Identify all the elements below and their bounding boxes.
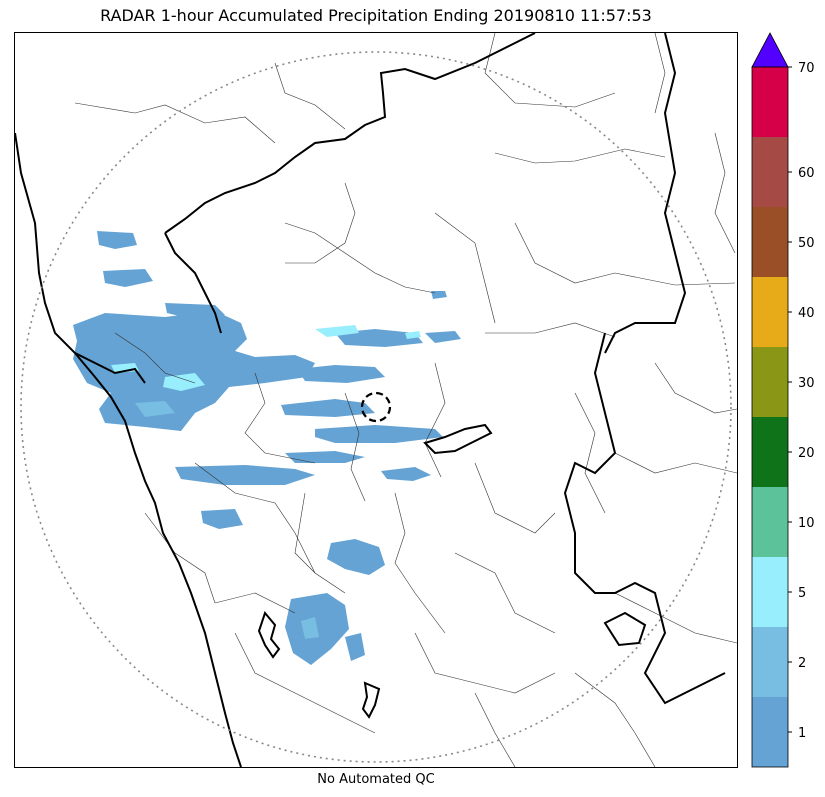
radar-range-ring [20,51,732,763]
pondicherry-enclave [603,611,647,647]
district-boundaries [74,33,737,767]
kerala-enclave-2 [361,681,381,719]
colorbar-tick-label: 2 [798,656,806,671]
echo-north-central [335,329,423,347]
colorbar-extend-arrow [751,32,789,68]
colorbar-swatch [752,207,788,277]
colorbar-tick-label: 10 [798,516,815,531]
precipitation-colorbar: 1 2 5 10 20 30 40 50 60 70 [751,32,815,768]
echo-band-1 [175,465,315,485]
colorbar-swatch [752,557,788,627]
radar-site-marker [360,391,392,423]
echo-south-2 [327,539,385,575]
colorbar-swatch [752,277,788,347]
colorbar-swatch [752,487,788,557]
echo-central-2 [315,425,443,443]
echo-central-3 [297,365,385,383]
colorbar-tick-label: 5 [798,586,806,601]
echo-north-west-1 [97,231,137,249]
telangana-border [563,332,726,705]
state-boundaries [15,33,726,767]
map-title: RADAR 1-hour Accumulated Precipitation E… [100,6,652,25]
colorbar-tick-label: 40 [798,306,815,321]
colorbar-tick-label: 60 [798,166,815,181]
goa-border [74,352,146,384]
colorbar-swatch [752,347,788,417]
moderate-precip-cells [135,401,319,639]
andhra-west-border [604,33,687,354]
colorbar-tick-label: 50 [798,236,815,251]
echo-band-2 [381,467,431,481]
colorbar-tick-label: 1 [798,726,806,741]
precipitation-echoes [73,231,461,665]
echo-south-1 [201,509,243,529]
kerala-enclave-1 [257,610,281,659]
echo-north-west-2 [103,269,153,287]
colorbar-tick-label: 20 [798,446,815,461]
colorbar-swatch [752,137,788,207]
colorbar-swatch [752,627,788,697]
colorbar-tick-label: 30 [798,376,815,391]
colorbar-frame [751,66,789,768]
echo-east-2 [431,291,447,299]
enclave-east [423,423,493,455]
echo-north-west-3 [165,303,225,319]
colorbar-swatch [752,67,788,137]
echo-south-4 [345,633,365,661]
coastline [15,132,242,767]
colorbar-swatch [752,697,788,767]
qc-status-note: No Automated QC [317,772,435,787]
echo-central-1 [281,399,375,417]
colorbar-swatch [752,417,788,487]
karnataka-west-border [164,232,222,334]
karnataka-north-border [164,33,536,234]
colorbar-tick-label: 70 [798,61,815,76]
echo-east-1 [425,331,461,343]
echo-central-4 [285,451,365,463]
radar-map[interactable] [14,32,738,768]
